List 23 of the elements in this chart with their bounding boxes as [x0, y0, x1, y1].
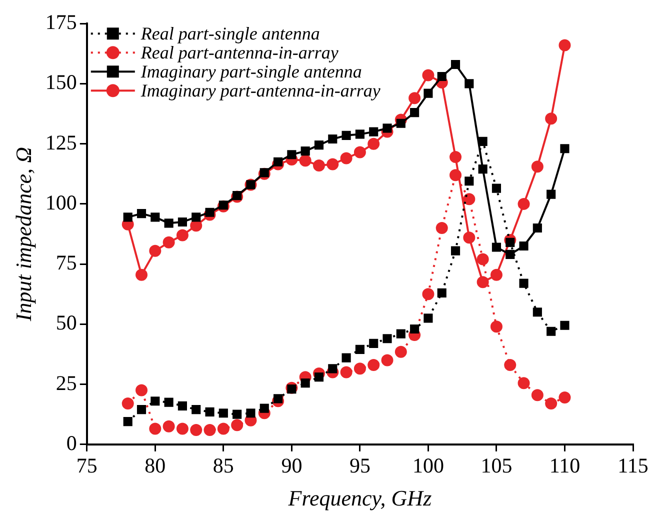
y-tick-label: 25 — [56, 370, 77, 395]
x-tick-label: 90 — [281, 454, 302, 478]
y-axis-title: Input impedance, Ω — [10, 146, 36, 322]
x-tick-label: 105 — [480, 454, 512, 478]
x-tick-label: 110 — [549, 454, 580, 478]
legend-label: Real part-antenna-in-array — [140, 42, 338, 62]
x-axis-title: Frequency, GHz — [287, 486, 432, 511]
y-tick-label: 150 — [45, 70, 77, 94]
x-tick-label: 115 — [618, 454, 648, 478]
x-tick-label: 80 — [144, 454, 166, 478]
y-tick-label: 100 — [45, 190, 77, 214]
y-tick-label: 75 — [56, 250, 77, 275]
x-tick-label: 100 — [412, 454, 444, 478]
y-tick-label: 125 — [45, 130, 77, 154]
legend-label: Imaginary part-single antenna — [140, 61, 362, 82]
legend-label: Imaginary part-antenna-in-array — [140, 80, 380, 100]
y-tick-label: 50 — [56, 310, 77, 335]
x-tick-label: 85 — [212, 454, 234, 478]
x-tick-label: 75 — [76, 454, 98, 478]
x-tick-label: 95 — [349, 454, 370, 478]
y-tick-label: 0 — [66, 430, 77, 455]
legend-label: Real part-single antenna — [140, 23, 320, 44]
y-tick-label: 175 — [45, 10, 77, 34]
